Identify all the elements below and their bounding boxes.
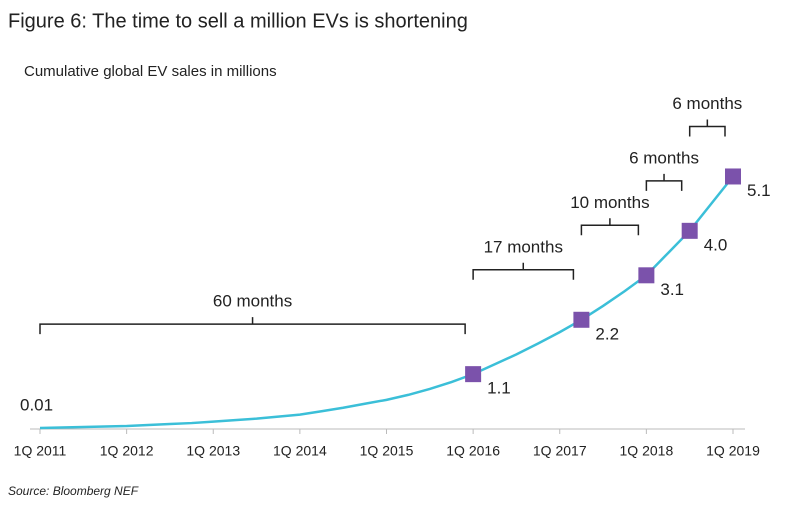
value-label: 5.1 <box>747 181 771 200</box>
value-label: 3.1 <box>660 280 684 299</box>
x-tick-label: 1Q 2016 <box>446 443 500 459</box>
marker <box>465 366 482 383</box>
annotation: 60 months <box>213 292 292 311</box>
bracket <box>472 262 575 280</box>
value-label: 2.2 <box>595 324 619 343</box>
x-tick-label: 1Q 2017 <box>533 443 587 459</box>
bracket <box>645 173 683 191</box>
marker <box>681 222 698 239</box>
x-tick-label: 1Q 2015 <box>360 443 414 459</box>
annotation: 10 months <box>570 193 649 212</box>
x-tick-label: 1Q 2011 <box>14 443 67 459</box>
value-label: 1.1 <box>487 379 511 398</box>
value-label: 4.0 <box>704 235 728 254</box>
line <box>39 175 734 430</box>
x-tick-label: 1Q 2013 <box>186 443 240 459</box>
marker <box>573 311 590 328</box>
annotation: 6 months <box>629 148 699 167</box>
bracket <box>39 317 466 335</box>
marker <box>638 267 655 284</box>
x-tick-label: 1Q 2014 <box>273 443 327 459</box>
x-tick-label: 1Q 2012 <box>100 443 154 459</box>
chart-subtitle: Cumulative global EV sales in millions <box>24 63 277 80</box>
marker <box>725 168 741 185</box>
bracket <box>580 218 640 236</box>
x-tick-label: 1Q 2018 <box>620 443 674 459</box>
value-label: 0.01 <box>20 395 53 414</box>
x-tick-label: 1Q 2019 <box>706 443 760 459</box>
annotation: 17 months <box>484 237 563 256</box>
annotation: 6 months <box>672 94 742 113</box>
source: Source: Bloomberg NEF <box>8 484 139 498</box>
bracket <box>688 119 726 137</box>
chart-title: Figure 6: The time to sell a million EVs… <box>8 10 468 32</box>
